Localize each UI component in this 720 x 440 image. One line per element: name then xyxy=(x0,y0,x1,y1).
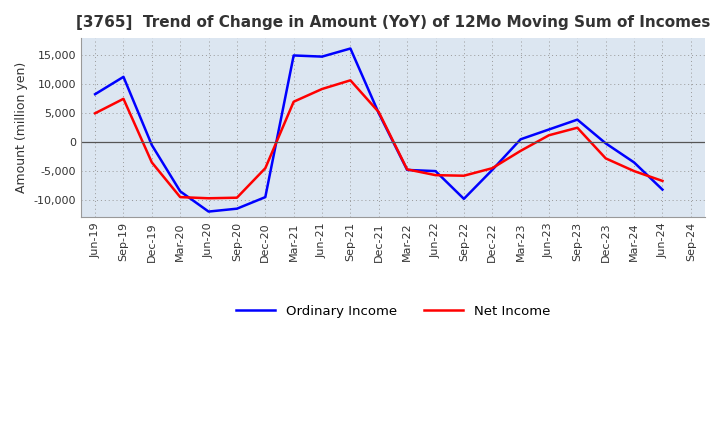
Ordinary Income xyxy=(402,167,411,172)
Ordinary Income xyxy=(488,167,497,172)
Net Income xyxy=(346,78,355,83)
Ordinary Income xyxy=(318,54,326,59)
Ordinary Income xyxy=(346,46,355,51)
Ordinary Income xyxy=(176,189,184,194)
Ordinary Income xyxy=(204,209,213,214)
Ordinary Income xyxy=(233,206,241,211)
Line: Ordinary Income: Ordinary Income xyxy=(95,48,662,212)
Net Income xyxy=(176,194,184,200)
Line: Net Income: Net Income xyxy=(95,81,662,198)
Net Income xyxy=(119,96,127,102)
Ordinary Income xyxy=(658,187,667,192)
Net Income xyxy=(402,167,411,172)
Net Income xyxy=(658,178,667,183)
Net Income xyxy=(601,156,610,161)
Net Income xyxy=(374,110,383,115)
Net Income xyxy=(544,132,553,138)
Ordinary Income xyxy=(289,53,298,58)
Ordinary Income xyxy=(630,160,639,165)
Ordinary Income xyxy=(544,127,553,132)
Net Income xyxy=(573,125,582,130)
Legend: Ordinary Income, Net Income: Ordinary Income, Net Income xyxy=(230,299,555,323)
Ordinary Income xyxy=(431,169,440,174)
Ordinary Income xyxy=(459,196,468,202)
Ordinary Income xyxy=(148,143,156,148)
Net Income xyxy=(318,86,326,92)
Net Income xyxy=(516,148,525,154)
Net Income xyxy=(148,160,156,165)
Ordinary Income xyxy=(119,74,127,80)
Net Income xyxy=(91,110,99,116)
Net Income xyxy=(488,165,497,171)
Ordinary Income xyxy=(91,92,99,97)
Ordinary Income xyxy=(261,194,269,200)
Net Income xyxy=(459,173,468,178)
Ordinary Income xyxy=(601,141,610,146)
Y-axis label: Amount (million yen): Amount (million yen) xyxy=(15,62,28,193)
Title: [3765]  Trend of Change in Amount (YoY) of 12Mo Moving Sum of Incomes: [3765] Trend of Change in Amount (YoY) o… xyxy=(76,15,710,30)
Net Income xyxy=(233,195,241,200)
Net Income xyxy=(289,99,298,104)
Net Income xyxy=(261,165,269,171)
Net Income xyxy=(630,169,639,174)
Ordinary Income xyxy=(573,117,582,122)
Ordinary Income xyxy=(374,110,383,116)
Ordinary Income xyxy=(516,137,525,142)
Net Income xyxy=(204,196,213,201)
Net Income xyxy=(431,172,440,178)
